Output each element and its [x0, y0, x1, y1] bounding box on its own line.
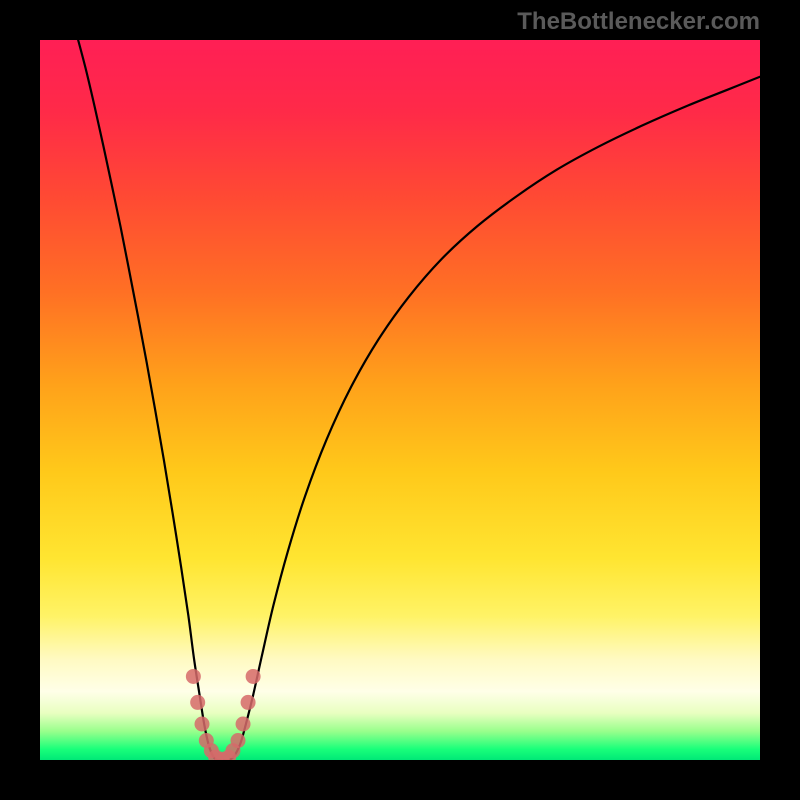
- emphasis-dot: [246, 669, 261, 684]
- emphasis-dot: [241, 695, 256, 710]
- emphasis-dot: [190, 695, 205, 710]
- emphasis-dot: [195, 717, 210, 732]
- curve-layer: [40, 40, 760, 760]
- bottleneck-curve: [78, 40, 760, 760]
- watermark-text: TheBottlenecker.com: [517, 8, 760, 36]
- plot-area: [40, 40, 760, 760]
- emphasis-dot: [231, 733, 246, 748]
- chart-container: TheBottlenecker.com: [0, 0, 800, 800]
- emphasis-dot: [236, 717, 251, 732]
- emphasis-dot: [186, 669, 201, 684]
